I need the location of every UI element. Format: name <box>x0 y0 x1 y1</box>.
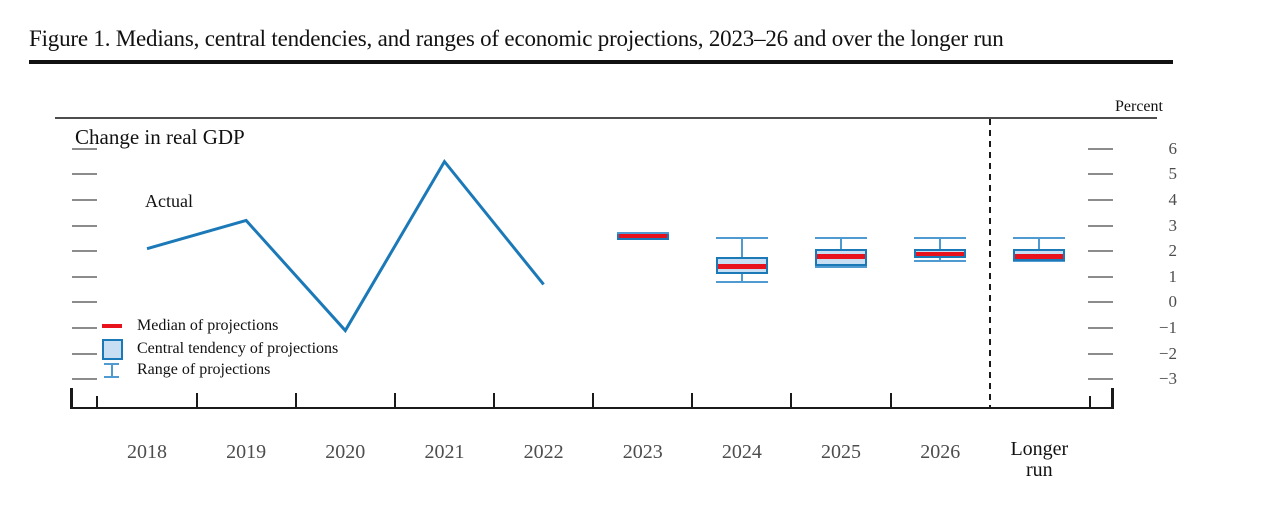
y-axis-unit-label: Percent <box>1115 98 1163 115</box>
legend-label-median: Median of projections <box>137 317 279 334</box>
x-boundary-tick-6 <box>691 393 694 409</box>
central-tendency-swatch-icon <box>102 338 123 360</box>
panel-title: Change in real GDP <box>75 125 245 149</box>
range-whisker-icon <box>104 362 119 378</box>
median-bar-2023 <box>618 233 667 239</box>
y-tick-label-0: 0 <box>1168 292 1178 312</box>
y-tick-left-1 <box>72 275 97 278</box>
y-tick-left-5 <box>72 173 97 176</box>
x-axis-left-riser <box>70 388 73 409</box>
y-tick-right-3 <box>1088 224 1113 227</box>
y-tick-left--2 <box>72 352 97 355</box>
x-boundary-tick-5 <box>592 393 595 409</box>
y-tick-left-2 <box>72 250 97 253</box>
x-boundary-tick-2 <box>294 393 297 409</box>
range-cap-bottom-2026 <box>914 260 967 263</box>
y-tick-label-5: 5 <box>1168 164 1178 184</box>
y-tick-left-6 <box>72 147 97 150</box>
x-boundary-tick-1 <box>195 393 198 409</box>
y-tick-right-4 <box>1088 199 1113 201</box>
y-tick-left-4 <box>72 199 97 201</box>
median-bar-2024 <box>717 264 766 269</box>
x-label-2024: 2024 <box>721 441 762 463</box>
y-tick-label-4: 4 <box>1168 190 1178 209</box>
x-label-2026: 2026 <box>920 441 961 463</box>
y-tick-right-2 <box>1088 250 1113 253</box>
y-tick-right-6 <box>1088 147 1113 150</box>
x-axis-line <box>70 407 1114 409</box>
figure-title: Figure 1. Medians, central tendencies, a… <box>29 26 1004 51</box>
x-label-longer-run: Longer run <box>1010 438 1069 481</box>
y-tick-label-6: 6 <box>1168 138 1178 158</box>
range-cap-top-2025 <box>815 237 868 240</box>
median-bar-longer-run <box>1015 254 1064 259</box>
y-tick-right--2 <box>1088 352 1113 355</box>
y-tick-left--3 <box>72 378 97 381</box>
range-cap-top-longer-run <box>1013 237 1066 240</box>
x-boundary-tick-3 <box>393 393 396 409</box>
median-bar-2025 <box>817 254 866 259</box>
legend-label-range: Range of projections <box>137 361 271 378</box>
x-label-2018: 2018 <box>127 441 167 463</box>
x-label-2025: 2025 <box>821 441 862 463</box>
actual-line-label: Actual <box>145 191 193 211</box>
x-label-2019: 2019 <box>226 441 267 463</box>
x-label-2023: 2023 <box>622 441 663 463</box>
title-rule <box>29 60 1173 64</box>
y-tick-right-0 <box>1088 301 1113 304</box>
range-cap-bottom-2024 <box>715 280 768 283</box>
x-label-2022: 2022 <box>523 441 564 463</box>
x-boundary-tick-8 <box>889 393 892 409</box>
legend-item-central-tendency: Central tendency of projections <box>102 338 338 360</box>
y-tick-label--3: −3 <box>1158 369 1177 389</box>
x-axis-inset-tick-left <box>96 396 98 409</box>
y-tick-label-3: 3 <box>1168 215 1178 235</box>
x-boundary-tick-7 <box>790 393 793 409</box>
y-tick-right--3 <box>1088 378 1113 381</box>
x-label-2021: 2021 <box>424 441 465 463</box>
y-tick-label--2: −2 <box>1158 343 1177 363</box>
legend-item-median: Median of projections <box>102 317 278 335</box>
x-boundary-tick-4 <box>493 393 496 409</box>
y-tick-label-2: 2 <box>1168 241 1178 261</box>
y-tick-left--1 <box>72 327 97 329</box>
range-cap-top-2023 <box>616 232 669 235</box>
median-swatch-icon <box>102 323 122 329</box>
x-axis-right-riser <box>1111 388 1114 409</box>
y-tick-right-1 <box>1088 275 1113 278</box>
x-label-2020: 2020 <box>325 441 366 463</box>
legend-item-range: Range of projections <box>104 361 271 378</box>
panel-top-border <box>55 117 1157 119</box>
y-tick-left-0 <box>72 301 97 304</box>
y-tick-label-1: 1 <box>1168 266 1178 286</box>
y-tick-left-3 <box>72 224 97 227</box>
y-tick-right--1 <box>1088 327 1113 329</box>
y-tick-right-5 <box>1088 173 1113 176</box>
range-cap-top-2026 <box>914 237 967 240</box>
median-bar-2026 <box>916 251 965 256</box>
range-cap-bottom-2025 <box>815 265 868 268</box>
x-axis-inset-tick-right <box>1089 396 1091 409</box>
y-tick-label--1: −1 <box>1158 318 1177 337</box>
range-cap-top-2024 <box>715 237 768 240</box>
longer-run-separator <box>989 119 991 408</box>
range-cap-bottom-longer-run <box>1013 260 1066 263</box>
legend-label-central-tendency: Central tendency of projections <box>137 340 339 357</box>
